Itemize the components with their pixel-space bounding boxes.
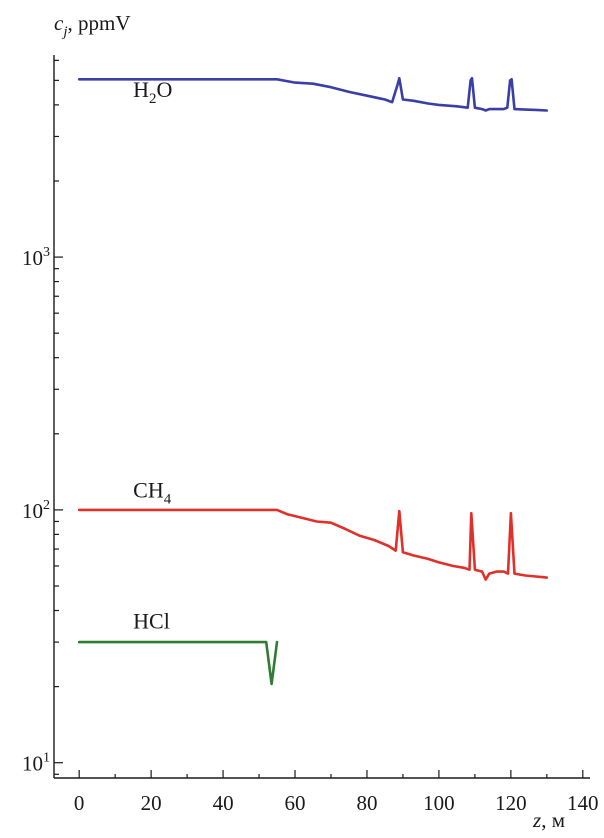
x-tick-label: 60 xyxy=(285,791,306,815)
x-tick-label: 100 xyxy=(423,791,455,815)
series-line-h2o xyxy=(77,76,549,112)
x-tick-label: 120 xyxy=(495,791,527,815)
y-tick-label: 101 xyxy=(22,751,50,776)
series-labels: H2O CH4 HCl xyxy=(133,77,172,633)
series-layer xyxy=(77,76,549,686)
x-tick-label: 0 xyxy=(74,791,85,815)
x-tick-label: 140 xyxy=(567,791,599,815)
x-tick-label: 80 xyxy=(356,791,377,815)
y-axis-ticks: 101 102 103 xyxy=(22,59,63,776)
x-axis-title: z, м xyxy=(532,808,565,832)
x-tick-label: 20 xyxy=(141,791,162,815)
y-axis-title: cj, ppmV xyxy=(54,11,131,40)
x-tick-label: 40 xyxy=(213,791,234,815)
y-tick-label: 102 xyxy=(22,498,50,523)
series-label-hcl: HCl xyxy=(133,608,170,633)
series-label-h2o: H2O xyxy=(133,77,172,107)
y-tick-label: 103 xyxy=(22,245,50,270)
series-line-ch4 xyxy=(77,508,549,581)
x-axis-ticks: 0 20 40 60 80 100 120 140 xyxy=(74,770,599,815)
series-label-ch4: CH4 xyxy=(133,477,172,507)
series-line-hcl xyxy=(77,640,279,686)
